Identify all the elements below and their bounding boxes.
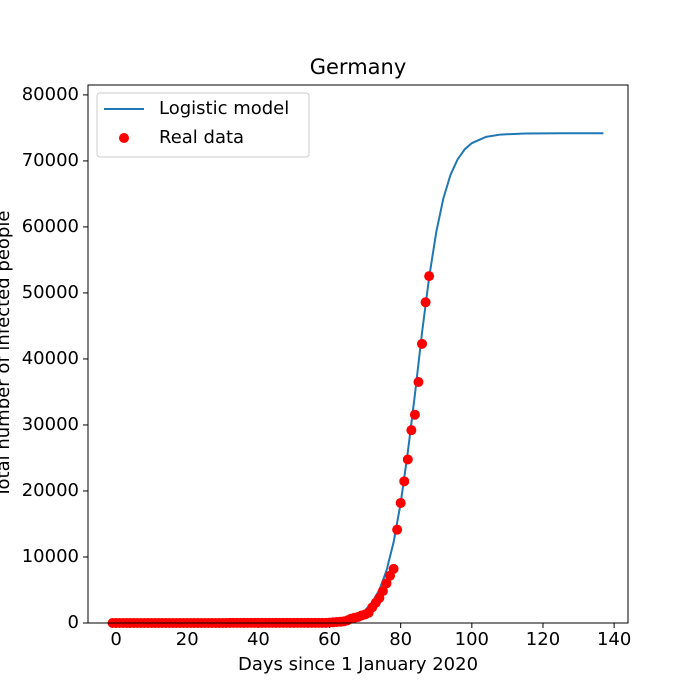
y-tick-label: 30000 [22,414,79,435]
x-tick-label: 100 [455,629,489,650]
y-tick-label: 10000 [22,546,79,567]
chart-title: Germany [310,55,407,79]
legend-box [96,92,310,158]
legend-marker [119,133,129,143]
y-tick-label: 40000 [22,348,79,369]
data-point [417,338,428,349]
y-tick-label: 0 [68,612,79,633]
data-point [395,497,406,508]
data-point [388,563,399,574]
y-tick-label: 70000 [22,150,79,171]
data-point [409,409,420,420]
legend-label: Real data [159,127,244,148]
data-point [399,476,410,487]
data-point [392,524,403,535]
plot-frame [87,84,629,624]
legend-label: Logistic model [159,98,289,119]
x-tick-label: 20 [176,629,199,650]
data-point [424,271,435,282]
x-tick-label: 140 [597,629,631,650]
x-axis-label: Days since 1 January 2020 [238,654,478,675]
data-point [402,454,413,465]
x-tick-label: 40 [247,629,270,650]
data-point [406,425,417,436]
data-point [377,586,388,597]
y-tick-label: 20000 [22,480,79,501]
x-tick-label: 80 [389,629,412,650]
y-tick-label: 80000 [22,84,79,105]
x-tick-label: 60 [318,629,341,650]
y-tick-label: 60000 [22,216,79,237]
x-tick-label: 0 [110,629,121,650]
data-point [413,377,424,388]
data-point [420,297,431,308]
y-axis-label: Total number of infected people [0,211,14,499]
x-tick-label: 120 [526,629,560,650]
y-tick-label: 50000 [22,282,79,303]
data-point [381,578,392,589]
